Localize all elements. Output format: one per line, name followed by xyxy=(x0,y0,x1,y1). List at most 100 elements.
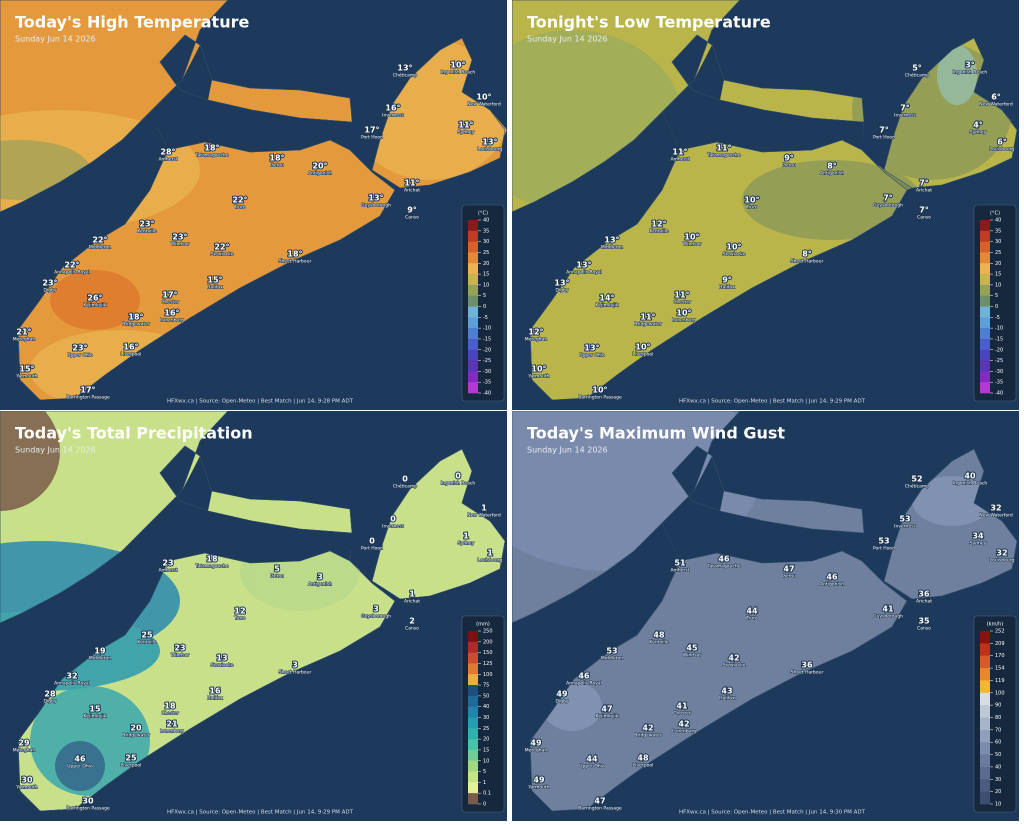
town-name: Chester xyxy=(161,300,179,306)
legend-unit: (°C) xyxy=(478,211,488,217)
legend-label: 150 xyxy=(483,650,493,656)
town-name: Upper Ohio xyxy=(579,764,605,770)
legend-label: 50 xyxy=(483,693,489,699)
station-value: 22° xyxy=(232,196,247,205)
station-value: 46 xyxy=(74,755,86,764)
station-value: 47 xyxy=(601,705,612,714)
station-value: 1 xyxy=(463,532,469,541)
legend-swatch xyxy=(980,705,990,718)
map-subtitle: Sunday Jun 14 2026 xyxy=(527,446,608,455)
station-value: 53 xyxy=(878,537,889,546)
legend-label: 30 xyxy=(483,715,489,721)
town-name: Digby xyxy=(555,699,568,705)
station-value: 23° xyxy=(139,220,154,229)
town-name: Ingonish Beach xyxy=(441,481,476,487)
legend-label: 40 xyxy=(995,218,1001,224)
strait xyxy=(662,456,864,563)
field-contour xyxy=(912,476,992,526)
legend-swatch xyxy=(980,274,990,286)
legend-label: 0 xyxy=(483,802,486,808)
town-name: Sydney xyxy=(970,541,987,547)
legend-swatch xyxy=(980,263,990,275)
legend-label: -10 xyxy=(995,326,1003,332)
station-value: 10° xyxy=(676,309,691,318)
legend-swatch xyxy=(980,349,990,361)
station-value: 42 xyxy=(728,654,739,663)
town-name: Stewiacke xyxy=(723,663,746,669)
legend-swatch xyxy=(468,782,478,794)
town-name: Upper Ohio xyxy=(67,764,93,770)
town-name: Annapolis Royal xyxy=(566,681,602,687)
bay-of-fundy xyxy=(512,112,680,330)
legend-label: 40 xyxy=(483,704,489,710)
town-name: Yarmouth xyxy=(527,374,549,380)
station-value: 42 xyxy=(642,724,653,733)
map-title: Tonight's Low Temperature xyxy=(527,13,771,32)
town-name: Chéticamp xyxy=(393,483,417,490)
station-value: 7° xyxy=(879,126,889,135)
town-name: Truro xyxy=(233,616,246,622)
town-name: Upper Ohio xyxy=(67,353,93,359)
town-name: Pictou xyxy=(782,574,796,580)
legend-swatch xyxy=(468,360,478,372)
legend-label: 80 xyxy=(995,715,1001,721)
station-value: 11° xyxy=(404,179,419,188)
station-value: 46 xyxy=(718,555,730,564)
station-value: 29 xyxy=(18,739,30,748)
town-name: Truro xyxy=(745,616,758,622)
station-value: 12° xyxy=(528,328,543,337)
legend-swatch xyxy=(468,739,478,751)
station-value: 3 xyxy=(373,605,379,614)
town-name: Ingonish Beach xyxy=(953,70,988,76)
station-value: 53 xyxy=(606,647,617,656)
legend-swatch xyxy=(980,284,990,296)
town-name: Liverpool xyxy=(121,763,142,769)
legend-unit: (mm) xyxy=(476,622,490,628)
station-value: 32 xyxy=(66,672,77,681)
station-value: 23° xyxy=(42,279,57,288)
town-name: Antigonish xyxy=(308,171,332,177)
legend-label: 30 xyxy=(995,777,1001,783)
town-name: Amherst xyxy=(158,157,177,163)
station-value: 41 xyxy=(882,605,894,614)
station-value: 28° xyxy=(160,148,175,157)
town-name: Windsor xyxy=(683,242,701,248)
station-value: 20 xyxy=(130,724,142,733)
station-value: 32 xyxy=(996,549,1007,558)
legend: (°C)40 35 30 25 20 15 10 5 0 -5 -10 -15 -20 -25 -30 -35… xyxy=(973,204,1017,402)
legend-label: 0 xyxy=(483,304,486,310)
legend-swatch xyxy=(980,328,990,340)
legend-swatch xyxy=(468,328,478,340)
legend-label: 1 xyxy=(483,780,486,786)
legend-swatch xyxy=(980,360,990,372)
legend-swatch xyxy=(980,317,990,329)
legend-swatch xyxy=(980,241,990,253)
station-value: 11° xyxy=(640,313,655,322)
station-value: 14° xyxy=(599,294,614,303)
station-value: 28 xyxy=(44,690,56,699)
station-value: 36 xyxy=(801,661,813,670)
map-title: Today's Total Precipitation xyxy=(15,424,253,443)
town-name: Bridgewater xyxy=(122,733,150,739)
legend-label: 70 xyxy=(995,727,1001,733)
town-name: Liverpool xyxy=(121,352,142,358)
legend-label: 5 xyxy=(483,293,486,299)
station-value: 22° xyxy=(64,261,79,270)
legend-label: 20 xyxy=(995,261,1001,267)
station-value: 22° xyxy=(92,236,107,245)
town-name: Pictou xyxy=(270,163,284,169)
legend-label: 30 xyxy=(483,239,489,245)
station-value: 45 xyxy=(686,644,698,653)
legend-label: -30 xyxy=(483,369,491,375)
station-value: 0 xyxy=(369,537,375,546)
legend-label: -10 xyxy=(483,326,491,332)
legend-swatch xyxy=(468,793,478,805)
station-value: 47 xyxy=(594,797,605,806)
town-name: Sheet Harbour xyxy=(279,670,312,676)
map-credit: HFXwx.ca | Source: Open-Meteo | Best Mat… xyxy=(679,810,866,816)
town-name: Chéticamp xyxy=(393,72,417,79)
town-name: Inverness xyxy=(382,113,404,119)
legend-label: 0 xyxy=(995,304,998,310)
map-area xyxy=(512,0,1019,410)
